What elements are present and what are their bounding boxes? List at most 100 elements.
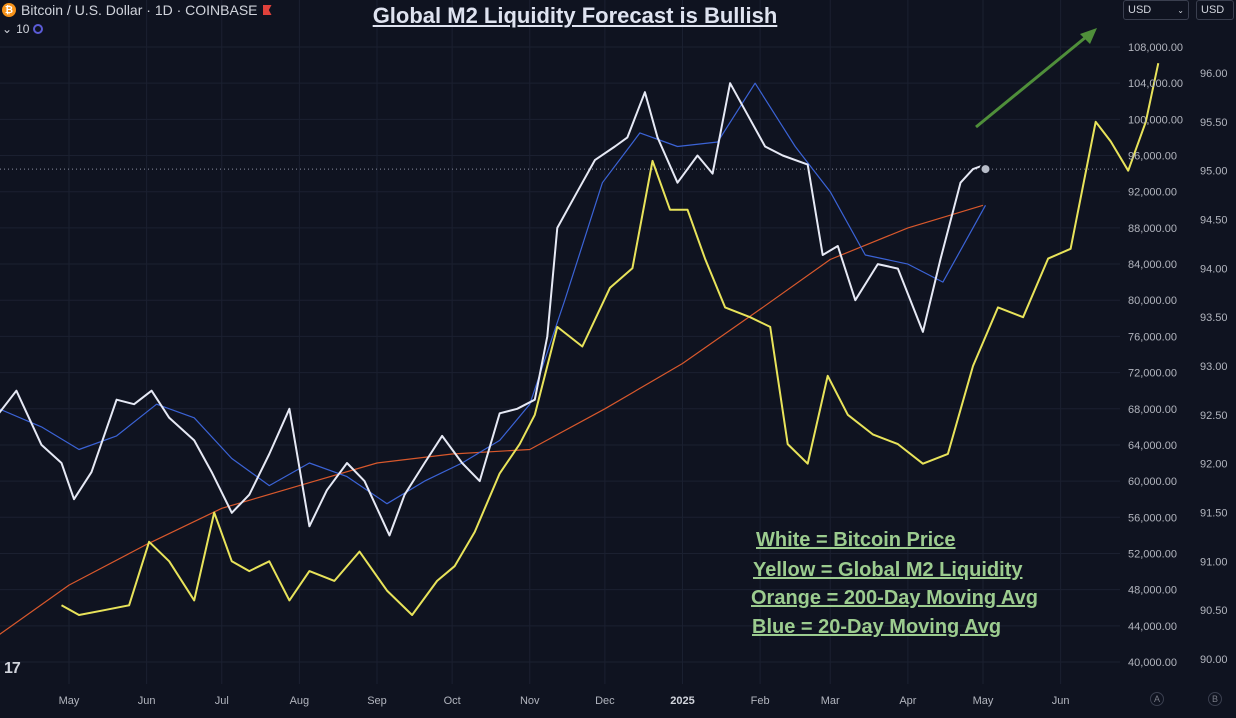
x-tick-label: Mar	[821, 695, 840, 707]
bitcoin-price-point	[90, 471, 93, 473]
bitcoin-price-point	[115, 399, 118, 401]
y-left-tick-label: 88,000.00	[1128, 223, 1177, 235]
symbol-label: Bitcoin / U.S. Dollar · 1D · COINBASE	[21, 2, 258, 18]
bitcoin-price-point	[499, 412, 501, 414]
legend-white: White = Bitcoin Price	[756, 529, 956, 551]
auto-scale-button[interactable]: A	[1150, 692, 1164, 706]
y-left-tick-label: 72,000.00	[1128, 368, 1177, 380]
currency-left-label: USD	[1128, 4, 1152, 16]
y-right-tick-label: 96.00	[1200, 68, 1228, 80]
indicator-toggle[interactable]: ⌄ 10	[2, 22, 44, 36]
bitcoin-price-point	[423, 462, 426, 464]
bitcoin-price-point	[711, 173, 714, 175]
bitcoin-price-point	[403, 494, 406, 496]
chart-title: Global M2 Liquidity Forecast is Bullish	[372, 3, 778, 28]
bitcoin-price-point	[15, 390, 18, 392]
y-left-tick-label: 84,000.00	[1128, 259, 1177, 271]
y-right-tick-label: 90.00	[1200, 654, 1228, 666]
symbol-header[interactable]: ₿ Bitcoin / U.S. Dollar · 1D · COINBASE	[2, 2, 272, 18]
eye-icon[interactable]	[33, 24, 44, 34]
bitcoin-price-point	[922, 331, 924, 333]
bitcoin-price-point	[656, 136, 659, 139]
y-left-tick-label: 44,000.00	[1128, 621, 1177, 633]
bitcoin-price-point	[729, 82, 731, 84]
bitcoin-price-point	[747, 114, 749, 116]
x-tick-label: Oct	[444, 695, 461, 707]
series-lines	[0, 62, 1160, 635]
y-right-tick-label: 93.50	[1200, 312, 1228, 324]
y-right-tick-label: 93.00	[1200, 361, 1228, 373]
bitcoin-price-point	[479, 480, 481, 482]
bitcoin-price-point	[248, 494, 250, 496]
bitcoin-price-point	[546, 335, 548, 338]
x-tick-label: Jun	[138, 695, 156, 707]
y-left-tick-label: 108,000.00	[1128, 42, 1183, 54]
bitcoin-price-point	[626, 136, 629, 139]
x-tick-label: Jul	[215, 695, 229, 707]
bitcoin-price-point	[516, 408, 518, 410]
bitcoin-price-point	[822, 254, 824, 256]
bitcoin-price-point	[676, 182, 679, 184]
currency-select-left[interactable]: USD ⌄	[1123, 0, 1189, 20]
y-left-tick-label: 76,000.00	[1128, 331, 1177, 343]
legend-orange: Orange = 200-Day Moving Avg	[751, 587, 1038, 609]
y-left-tick-label: 52,000.00	[1128, 548, 1177, 560]
currency-select-right[interactable]: USD	[1196, 0, 1234, 20]
x-tick-label: Feb	[751, 695, 770, 707]
tradingview-logo-icon[interactable]: 17	[4, 660, 21, 677]
bitcoin-price-point	[854, 299, 856, 301]
bitcoin-price-point	[764, 145, 766, 148]
y-left-tick-label: 68,000.00	[1128, 404, 1177, 416]
bitcoin-price-point	[193, 439, 195, 442]
bitcoin-price-point	[594, 159, 596, 161]
bitcoin-price-point	[388, 534, 391, 536]
bitcoin-price-point	[556, 227, 558, 229]
bitcoin-price-point	[959, 182, 962, 184]
bitcoin-price-point	[326, 489, 328, 491]
bitcoin-price-point	[807, 163, 809, 166]
bitcoin-price-point	[441, 435, 443, 437]
legend-blue: Blue = 20-Day Moving Avg	[752, 616, 1002, 638]
chevron-down-icon: ⌄	[1177, 5, 1184, 15]
bitcoin-price-point	[696, 154, 699, 157]
flag-icon[interactable]	[262, 5, 272, 15]
y-left-tick-label: 92,000.00	[1128, 187, 1177, 199]
y-left-tick-label: 80,000.00	[1128, 295, 1177, 307]
y-right-tick-label: 94.50	[1200, 215, 1228, 227]
y-right-tick-label: 92.00	[1200, 459, 1228, 471]
bitcoin-price-point	[40, 444, 43, 446]
trend-arrow-head	[1080, 28, 1097, 44]
bitcoin-price-point	[782, 154, 784, 157]
y-right-tick-label: 91.50	[1200, 508, 1228, 520]
x-tick-label: 2025	[670, 695, 694, 707]
x-tick-label: Sep	[367, 695, 387, 707]
grid	[0, 0, 1120, 684]
bitcoin-price-point	[211, 471, 213, 473]
y-right-tick-label: 95.50	[1200, 117, 1228, 129]
bitcoin-price-point	[268, 453, 270, 455]
bitcoin-price-point	[73, 498, 75, 500]
y-right-tick-label: 94.00	[1200, 263, 1228, 275]
bitcoin-price-point	[168, 417, 170, 419]
200-day-moving-avg-line	[0, 204, 984, 635]
y-right-tick-label: 90.50	[1200, 605, 1228, 617]
bitcoin-price-point	[972, 168, 974, 170]
bitcoin-price-point	[576, 191, 578, 193]
y-left-tick-label: 60,000.00	[1128, 476, 1177, 488]
log-scale-button[interactable]: B	[1208, 692, 1222, 706]
x-tick-label: Dec	[595, 695, 615, 707]
bitcoin-price-line	[0, 82, 986, 537]
x-tick-label: Jun	[1052, 695, 1070, 707]
y-left-tick-label: 96,000.00	[1128, 151, 1177, 163]
trend-arrow	[975, 28, 1097, 129]
y-left-tick-label: 48,000.00	[1128, 585, 1177, 597]
bitcoin-price-point	[288, 408, 290, 410]
bitcoin-price-point	[231, 512, 233, 514]
20-day-moving-avg-line	[0, 82, 987, 505]
axis-ticks: 108,000.00 104,000.00 100,000.00 96,000.00 9…	[1128, 42, 1228, 669]
y-left-tick-label: 100,000.00	[1128, 114, 1183, 126]
chevron-down-icon[interactable]: ⌄	[2, 22, 13, 36]
current-price-marker[interactable]	[979, 163, 992, 176]
currency-right-label: USD	[1201, 4, 1225, 16]
